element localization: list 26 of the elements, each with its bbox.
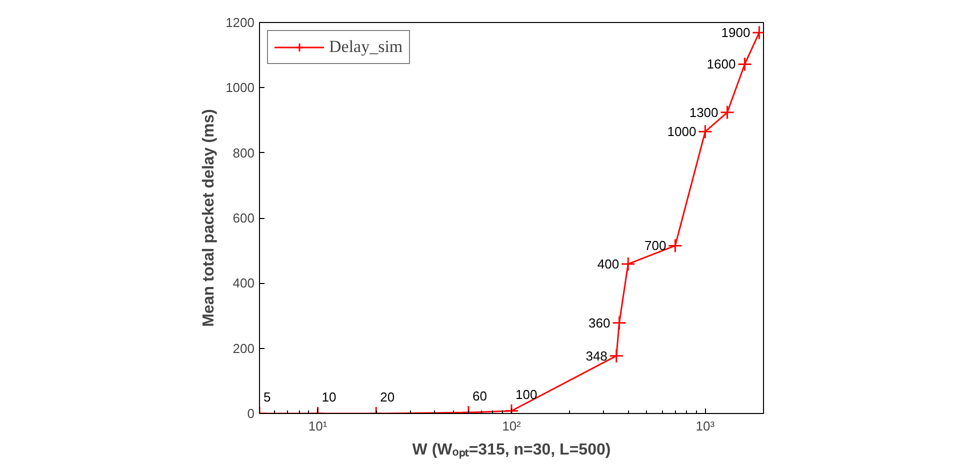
y-tick-label: 0 — [247, 406, 255, 421]
x-tick-label: 10³ — [696, 418, 716, 434]
annotation: 1900 — [721, 25, 750, 40]
annotation: 1000 — [667, 124, 696, 140]
y-tick-label: 400 — [232, 276, 255, 291]
annotation: 700 — [644, 238, 666, 254]
annotation: 1300 — [689, 104, 718, 120]
x-axis-title: W (Wₒₚₜ=315, n=30, L=500) — [412, 442, 611, 460]
y-tick-label: 1000 — [226, 80, 254, 96]
x-tick-label: 10² — [502, 418, 522, 434]
y-tick-label: 1200 — [226, 15, 254, 30]
x-tick-label: 10¹ — [308, 418, 328, 434]
annotation: 348 — [586, 348, 608, 364]
annotation: 5 — [264, 390, 271, 404]
annotation: 360 — [588, 315, 610, 330]
annotation: 60 — [472, 388, 487, 404]
annotation: 20 — [380, 390, 395, 404]
annotation: 1600 — [706, 56, 736, 72]
y-tick-label: 800 — [232, 145, 255, 160]
y-tick-label: 600 — [232, 210, 255, 226]
annotation: 400 — [597, 256, 620, 272]
legend-label: Delay_sim — [329, 37, 403, 57]
annotation: 100 — [516, 386, 538, 402]
annotation: 10 — [322, 390, 336, 404]
y-tick-label: 200 — [232, 340, 255, 356]
y-axis-title: Mean total packet delay (ms) — [200, 109, 218, 327]
